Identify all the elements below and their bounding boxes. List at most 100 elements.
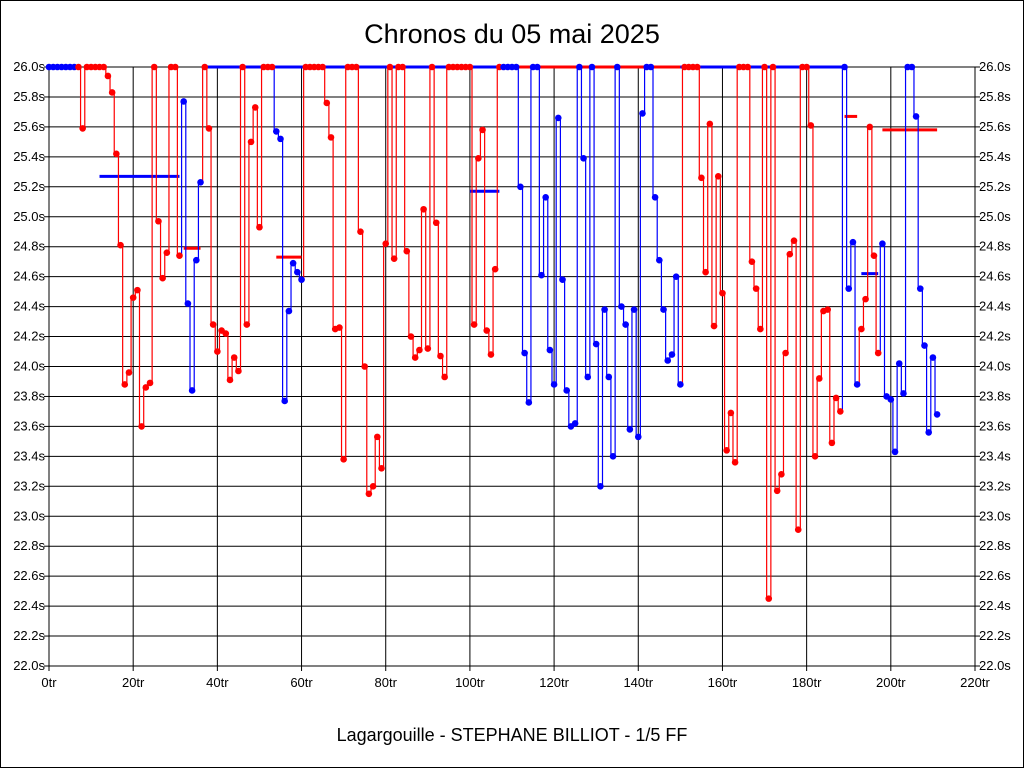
x-tick-label: 160tr xyxy=(708,675,738,690)
lap-point-red xyxy=(113,150,120,158)
lap-point-red xyxy=(765,595,773,602)
lap-point-red xyxy=(702,268,709,276)
lap-point-red xyxy=(416,346,423,354)
y-tick-label-left: 23.4s xyxy=(13,448,45,463)
lap-point-blue xyxy=(517,183,524,191)
lap-point-red xyxy=(256,223,263,231)
axis-ticks: 22.0s 22.0s 22.2s 22.2s 22.4s 22.4s 22.6s 22.6s… xyxy=(13,59,1011,690)
lap-point-red xyxy=(441,373,448,381)
y-tick-label-right: 26.0s xyxy=(979,59,1011,74)
y-tick-label-right: 22.0s xyxy=(979,658,1011,673)
lap-point-red xyxy=(108,89,116,96)
lap-point-red xyxy=(424,345,432,352)
lap-point-red xyxy=(235,367,242,375)
y-tick-label-left: 24.6s xyxy=(13,269,45,284)
lap-point-red xyxy=(79,125,86,132)
lap-point-red xyxy=(365,490,373,498)
lap-point-blue xyxy=(512,63,520,71)
lap-point-red xyxy=(744,63,752,71)
y-tick-label-left: 23.0s xyxy=(13,508,45,523)
lap-point-blue xyxy=(584,373,592,381)
lap-point-blue xyxy=(601,306,608,313)
lap-point-red xyxy=(437,352,444,360)
lap-point-blue xyxy=(651,193,659,201)
lap-point-red xyxy=(369,483,377,490)
lap-point-blue xyxy=(618,303,625,310)
lap-point-red xyxy=(268,63,276,71)
lap-point-red xyxy=(727,409,735,417)
lap-point-blue xyxy=(576,63,583,71)
y-tick-label-left: 25.8s xyxy=(13,89,45,104)
lap-point-red xyxy=(323,99,331,107)
lap-point-red xyxy=(862,295,869,303)
lap-point-red xyxy=(319,63,326,71)
y-tick-label-right: 25.0s xyxy=(979,209,1011,224)
lap-point-blue xyxy=(622,321,629,328)
lap-point-red xyxy=(403,247,411,255)
lap-point-red xyxy=(719,289,726,297)
lap-point-red xyxy=(142,384,150,391)
y-tick-label-left: 24.0s xyxy=(13,359,45,374)
lap-point-blue xyxy=(912,113,920,120)
lap-point-blue xyxy=(193,256,200,264)
lap-point-blue xyxy=(639,110,646,117)
lap-point-blue xyxy=(571,420,579,427)
y-tick-label-left: 22.6s xyxy=(13,568,45,583)
lap-point-red xyxy=(171,63,179,71)
lap-point-blue xyxy=(525,399,533,406)
grid xyxy=(44,66,980,671)
lap-point-blue xyxy=(285,307,293,315)
lap-point-blue xyxy=(521,349,528,357)
lap-point-blue xyxy=(664,357,672,364)
lap-point-blue xyxy=(647,63,655,71)
y-tick-label-right: 23.6s xyxy=(979,418,1011,433)
x-tick-label: 180tr xyxy=(792,675,822,690)
lap-point-red xyxy=(176,252,183,259)
y-tick-label-right: 25.6s xyxy=(979,119,1011,134)
y-tick-label-left: 22.4s xyxy=(13,598,45,613)
lap-point-blue xyxy=(879,240,886,248)
lap-point-red xyxy=(361,363,368,370)
lap-point-blue xyxy=(668,351,676,358)
x-tick-label: 60tr xyxy=(290,675,313,690)
y-tick-label-right: 22.2s xyxy=(979,628,1011,643)
y-tick-label-right: 23.4s xyxy=(979,448,1011,463)
lap-point-blue xyxy=(542,193,549,201)
lap-point-red xyxy=(858,325,865,333)
lap-point-blue xyxy=(933,411,941,418)
lap-point-red xyxy=(803,63,810,71)
lap-point-red xyxy=(226,376,234,384)
y-tick-label-left: 22.0s xyxy=(13,658,45,673)
lap-point-blue xyxy=(180,98,187,105)
lap-point-red xyxy=(866,123,874,131)
lap-point-red xyxy=(247,138,255,146)
lap-point-blue xyxy=(188,387,196,394)
y-tick-label-right: 24.0s xyxy=(979,359,1011,374)
lap-point-red xyxy=(407,333,415,340)
lap-point-red xyxy=(251,104,259,111)
y-tick-label-right: 22.6s xyxy=(979,568,1011,583)
lap-point-blue xyxy=(277,135,284,143)
lap-point-red xyxy=(399,63,406,71)
y-tick-label-right: 22.4s xyxy=(979,598,1011,613)
lap-point-red xyxy=(340,456,347,463)
lap-point-red xyxy=(706,120,714,128)
y-tick-label-left: 24.2s xyxy=(13,329,45,344)
lap-point-blue xyxy=(298,276,305,283)
lap-point-blue xyxy=(197,179,204,186)
lap-point-red xyxy=(428,63,436,71)
lap-point-red xyxy=(420,205,427,213)
lap-point-red xyxy=(698,174,705,182)
lap-point-blue xyxy=(672,273,680,280)
lap-point-red xyxy=(832,394,840,402)
y-tick-label-left: 24.8s xyxy=(13,239,45,254)
lap-point-red xyxy=(466,63,474,71)
lap-point-blue xyxy=(660,306,667,313)
lap-point-red xyxy=(390,255,398,262)
lap-point-blue xyxy=(605,373,613,381)
lap-point-blue xyxy=(677,381,684,388)
lap-point-blue xyxy=(626,426,634,433)
lap-point-red xyxy=(214,348,221,355)
